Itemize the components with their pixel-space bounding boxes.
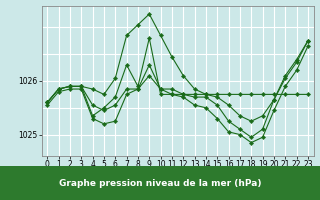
- Text: Graphe pression niveau de la mer (hPa): Graphe pression niveau de la mer (hPa): [59, 178, 261, 188]
